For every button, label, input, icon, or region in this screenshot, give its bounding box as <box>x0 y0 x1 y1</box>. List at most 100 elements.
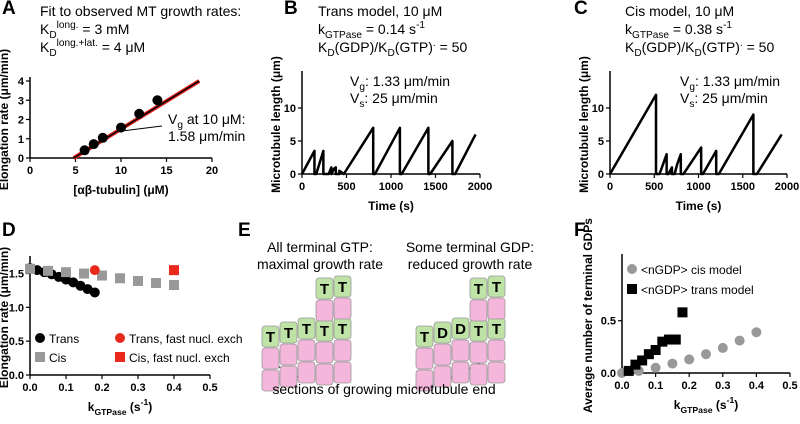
text-part: s <box>359 99 364 110</box>
y-tick-label: 5 <box>598 136 604 148</box>
text-part: 1.58 μm/min <box>168 128 245 144</box>
text-part: . <box>433 38 436 49</box>
y-tick-label: 0.0 <box>9 370 24 382</box>
tubulin-tile <box>261 369 280 392</box>
marker <box>630 359 641 370</box>
text-part: V <box>350 73 360 89</box>
y-tick-label: 0 <box>290 169 296 181</box>
text-part: k <box>625 21 633 37</box>
tile-letter: T <box>474 281 483 298</box>
tubulin-tile <box>451 339 470 362</box>
marker <box>88 139 99 150</box>
text-part: (GDP)/K <box>642 39 696 55</box>
y-tick-label: 1.5 <box>9 269 24 281</box>
y-tick-label: 10 <box>592 103 604 115</box>
text-part: -1 <box>416 20 425 31</box>
y-tick-label: 4 <box>18 76 25 88</box>
tubulin-tile <box>279 365 298 388</box>
y-tick-label: 0.5 <box>601 316 616 328</box>
marker <box>637 355 648 366</box>
y-tick-label: 5 <box>290 136 296 148</box>
tile-letter: T <box>420 329 429 346</box>
text-part: V <box>680 73 690 89</box>
title-line: KD(GDP)/KD(GTP). = 50 <box>625 38 774 59</box>
marker <box>667 358 678 369</box>
text-part: Cis model, 10 μM <box>625 3 734 19</box>
y-tick-label: 3 <box>18 95 24 107</box>
text-part: K <box>318 39 328 55</box>
x-tick-label: 20 <box>206 165 218 177</box>
y-axis-label: Microtubule length (μm) <box>577 56 591 193</box>
y-tick-label: 1 <box>18 134 24 146</box>
gtp-tile <box>469 277 488 300</box>
y-axis-label: Elongation rate (μm/min) <box>0 49 11 190</box>
marker <box>97 132 108 143</box>
x-tick-label: 0.2 <box>682 380 697 392</box>
annotation: Vg: 1.33 μm/min <box>680 73 780 93</box>
title-line: KDlong.+lat. = 4 μM <box>40 38 145 59</box>
title-line: kGTPase = 0.38 s-1 <box>625 20 732 41</box>
line <box>300 126 477 176</box>
marker <box>115 273 125 284</box>
x-tick-label: 0.1 <box>58 382 73 394</box>
marker <box>734 335 745 346</box>
tubulin-tile <box>261 347 280 370</box>
marker <box>61 267 71 278</box>
tile-letter: T <box>302 321 311 338</box>
text-part: V <box>680 90 690 106</box>
text-part: ) <box>148 400 152 414</box>
x-tick-label: 1000 <box>686 181 710 193</box>
x-axis-label: kGTPase (s-1) <box>674 395 739 415</box>
legend-marker <box>115 352 125 362</box>
heading: reduced growth rate <box>408 256 533 272</box>
text-part: D <box>388 48 395 59</box>
x-tick-label: 1500 <box>423 181 447 193</box>
tubulin-tile <box>487 361 506 384</box>
panel-label: E <box>238 220 251 241</box>
y-tick-label: 2 <box>18 115 24 127</box>
x-tick-label: 0 <box>607 181 613 193</box>
tubulin-tile <box>315 341 334 364</box>
tile-letter: T <box>266 329 275 346</box>
legend-label: Trans, fast nucl. exch <box>129 332 243 346</box>
text-part: -1 <box>723 20 732 31</box>
text-part: D <box>634 48 641 59</box>
text-part: (s <box>127 400 141 414</box>
text-part: (GTP) <box>702 39 740 55</box>
text-part: (GDP)/K <box>335 39 389 55</box>
marker <box>89 265 100 276</box>
legend-label: <nGDP> cis model <box>641 263 742 277</box>
text-part: D <box>49 48 56 59</box>
text-part: at 10 μM: <box>183 111 246 127</box>
x-tick-label: 15 <box>160 165 172 177</box>
x-tick-label: 0.4 <box>166 382 182 394</box>
legend-marker <box>627 264 637 274</box>
text-part: = 50 <box>436 39 468 55</box>
legend-marker <box>627 284 637 294</box>
gtp-tile <box>315 277 334 300</box>
text-part: k <box>674 398 681 412</box>
text-part: Trans model, 10 μM <box>318 3 442 19</box>
text-part: GTPase <box>680 405 712 415</box>
marker <box>670 334 681 345</box>
heading: maximal growth rate <box>257 256 383 272</box>
heading: Some terminal GDP: <box>406 239 534 255</box>
text-part: V <box>350 90 360 106</box>
x-axis-label: [αβ-tubulin] (μM) <box>73 183 168 197</box>
legend-marker <box>115 333 125 343</box>
marker <box>751 327 762 338</box>
x-tick-label: 1000 <box>379 181 403 193</box>
text-part: long.+lat. <box>57 38 98 49</box>
x-tick-label: 0.5 <box>782 380 797 392</box>
tubulin-tile <box>487 339 506 362</box>
gtp-tile <box>279 321 298 344</box>
tile-letter: D <box>455 321 466 338</box>
y-tick-label: 0.5 <box>9 336 24 348</box>
text-part: K <box>40 39 50 55</box>
tile-letter: T <box>284 325 293 342</box>
line <box>608 93 783 176</box>
tile-letter: T <box>492 279 501 296</box>
y-axis-label: Average number of terminal GDPs <box>581 218 595 413</box>
text-part: -1 <box>141 397 149 407</box>
